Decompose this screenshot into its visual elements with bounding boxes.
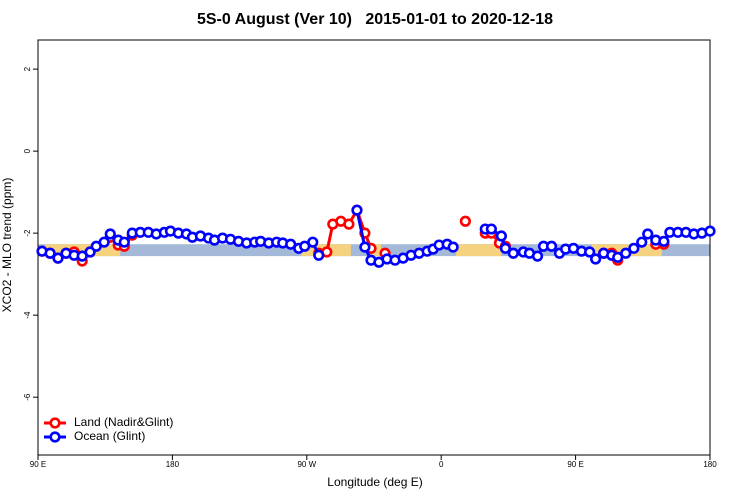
x-tick-label: 90 E: [30, 460, 46, 469]
chart-title: 5S-0 August (Ver 10) 2015-01-01 to 2020-…: [197, 11, 553, 28]
y-tick-label: -2: [23, 229, 32, 237]
point: [307, 236, 319, 248]
point: [584, 246, 596, 258]
point: [642, 228, 654, 240]
x-axis-label: Longitude (deg E): [327, 475, 422, 489]
point: [704, 225, 716, 237]
legend-swatch-point: [49, 431, 61, 443]
point: [359, 241, 371, 253]
legend-swatch-point: [49, 417, 61, 429]
point: [590, 253, 602, 265]
y-tick-label: 0: [23, 148, 32, 153]
point: [485, 223, 497, 235]
x-tick-label: 180: [166, 460, 180, 469]
point: [628, 242, 640, 254]
point: [343, 218, 355, 230]
point: [545, 240, 558, 252]
point: [44, 247, 56, 259]
land-band: [45, 244, 121, 257]
x-tick-label: 0: [439, 460, 444, 469]
legend-label: Ocean (Glint): [74, 429, 145, 443]
x-tick-label: 90 W: [297, 460, 316, 469]
land-band: [456, 244, 502, 257]
y-tick-label: -6: [23, 393, 32, 401]
point: [658, 235, 670, 247]
point: [459, 215, 471, 227]
point: [351, 204, 363, 216]
x-tick-label: 90 E: [567, 460, 583, 469]
point: [52, 252, 64, 264]
point: [531, 250, 544, 262]
point: [495, 230, 507, 242]
point: [507, 247, 519, 259]
x-tick-label: 180: [703, 460, 717, 469]
point: [98, 236, 110, 248]
y-tick-label: 2: [23, 66, 32, 71]
point: [313, 249, 325, 261]
point: [636, 236, 648, 248]
point: [499, 242, 512, 254]
point: [620, 247, 632, 259]
point: [447, 241, 459, 253]
legend-label: Land (Nadir&Glint): [74, 415, 173, 429]
y-axis-label: XCO2 - MLO trend (ppm): [0, 178, 14, 313]
point: [118, 236, 130, 248]
point: [104, 228, 116, 240]
y-tick-label: -4: [23, 311, 32, 319]
